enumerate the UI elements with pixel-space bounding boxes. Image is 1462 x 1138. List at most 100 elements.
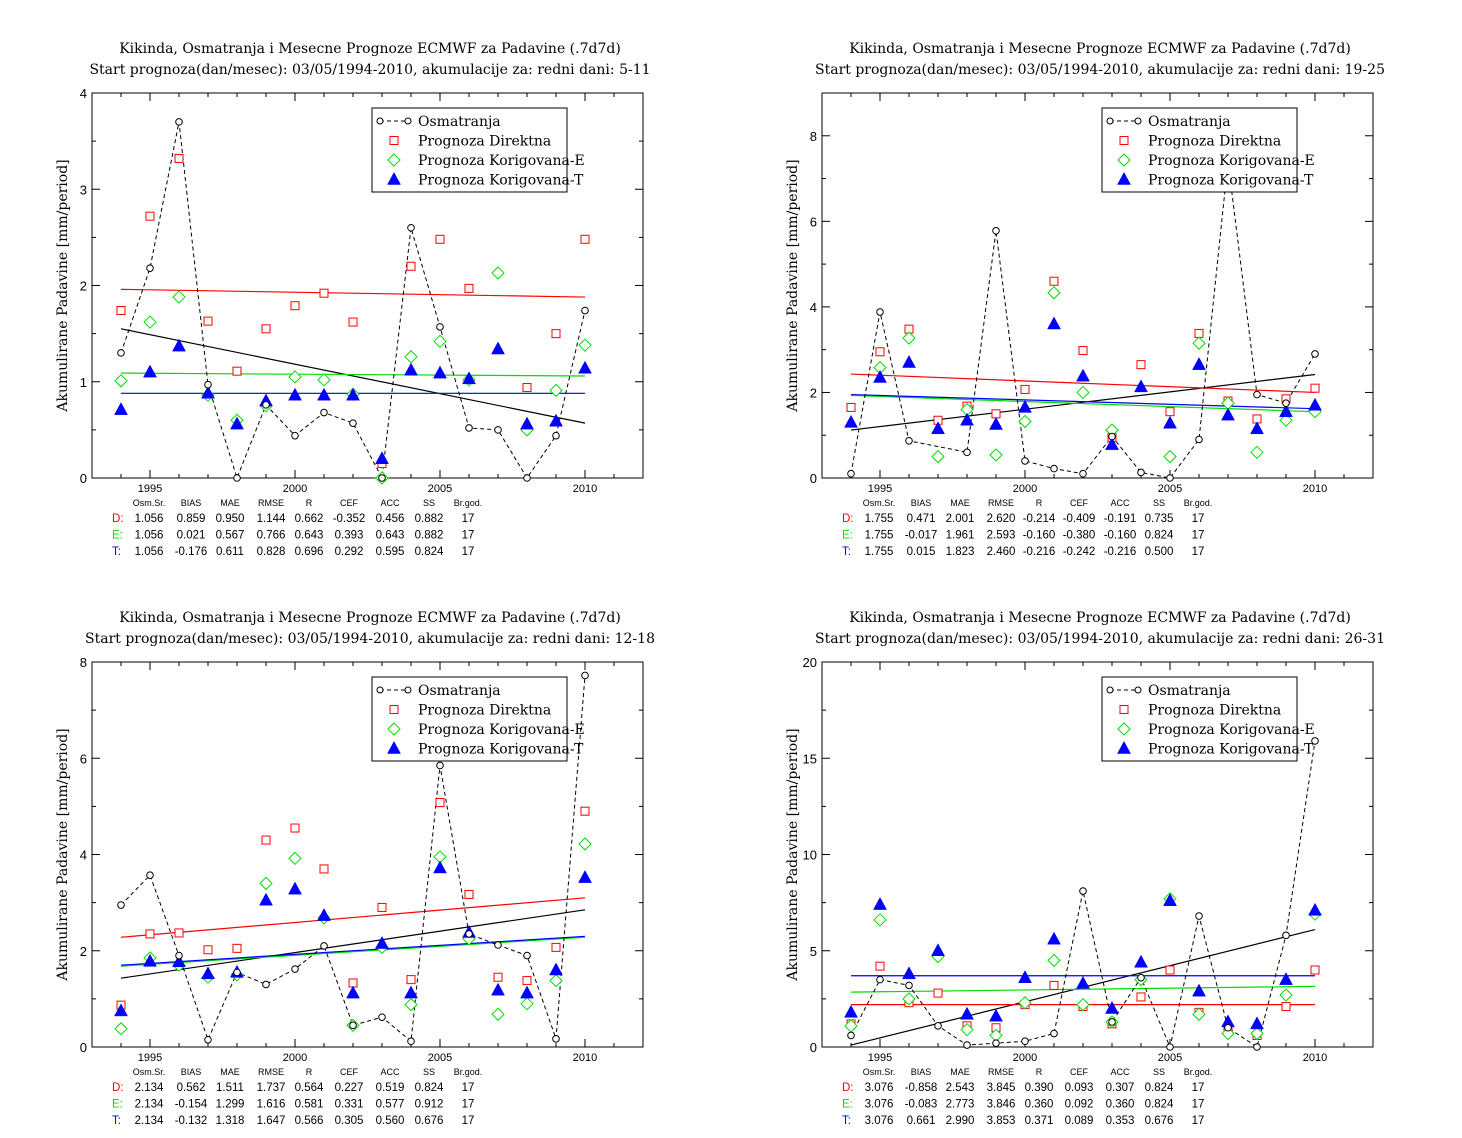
data-point-direktna [290,301,300,311]
trend-line-direct [850,373,1316,394]
data-point-korigovana-e [1117,153,1131,167]
data-point-korigovana-t [114,1003,128,1017]
stats-cell: 0.089 [1065,1115,1094,1127]
chart-subtitle: Start prognoza(dan/mesec): 03/05/1994-20… [89,62,650,78]
stats-cell: 2.134 [135,1082,164,1094]
stats-header-cell: R [1036,1067,1043,1077]
data-point-korigovana-t [873,897,887,910]
x-tick-label: 2005 [1158,1052,1182,1064]
data-point-korigovana-t [1047,931,1061,945]
data-point-osmatranja [117,349,125,357]
data-point-korigovana-t [375,451,389,464]
legend-label: Prognoza Korigovana-T [418,173,584,189]
stats-header-cell: RMSE [258,1067,284,1077]
stats-cell: 0.390 [1025,1082,1054,1094]
data-point-direktna [1078,346,1088,356]
legend-label: Prognoza Korigovana-T [1148,173,1314,189]
stats-cell: -0.017 [905,530,938,542]
trend-line-obs [120,328,586,424]
stats-cell: 17 [1192,530,1205,542]
data-point-korigovana-t [375,936,389,949]
stats-header-cell: MAE [950,498,970,508]
data-point-korigovana-e [387,153,401,167]
data-point-korigovana-e [873,913,887,927]
stats-cell: 1.823 [946,546,975,558]
chart-panel-1: Kikinda, Osmatranja i Mesecne Prognoze E… [55,41,651,558]
data-point-osmatranja [581,671,589,680]
data-point-korigovana-t [462,371,476,385]
y-tick-label: 2 [80,279,87,294]
stats-cell: 0.393 [335,530,364,542]
stats-header-cell: CEF [1070,1067,1089,1077]
stats-cell: 2.543 [946,1082,975,1094]
data-point-korigovana-e [1279,988,1293,1002]
legend-marker-osmatranja [376,117,384,125]
data-point-korigovana-t [1163,893,1177,906]
data-point-osmatranja [847,1031,855,1040]
legend-label: Osmatranja [1148,114,1231,130]
stats-cell: 0.882 [415,513,444,525]
data-point-korigovana-e [288,851,302,866]
data-point-osmatranja [963,1041,971,1049]
data-point-korigovana-t [1105,437,1119,450]
stats-header-cell: CEF [340,1067,359,1077]
stats-cell: 0.611 [216,546,244,558]
x-tick-label: 2010 [573,483,597,495]
data-point-korigovana-e [1279,413,1293,427]
stats-cell: 0.331 [335,1099,364,1111]
stats-cell: 17 [462,1099,475,1111]
stats-cell: -0.352 [333,513,366,525]
stats-cell: -0.216 [1104,546,1137,558]
data-point-direktna [933,988,943,998]
data-point-osmatranja [963,448,971,457]
data-point-direktna [522,383,532,393]
data-point-korigovana-t [172,338,186,352]
data-point-direktna [522,976,532,986]
trend-line-corr_t [120,935,586,966]
data-point-osmatranja [1021,1037,1029,1046]
data-point-korigovana-t [1018,399,1032,413]
series-line-osmatranja [850,740,1316,1049]
data-point-korigovana-t [317,908,331,921]
stats-cell: 2.001 [946,513,975,525]
data-point-korigovana-t [989,1008,1003,1022]
data-point-direktna [406,975,416,985]
stats-cell: -0.191 [1104,513,1137,525]
data-point-korigovana-t [1117,171,1131,185]
stats-cell: 0.661 [907,1115,936,1127]
data-point-direktna [551,329,561,339]
data-point-direktna [1194,328,1204,338]
stats-cell: 2.134 [135,1115,164,1127]
stats-cell: 2.134 [135,1099,164,1111]
stats-header-cell: Br.god. [454,1067,483,1077]
data-point-direktna [435,234,445,244]
stats-cell: 3.846 [987,1099,1016,1111]
legend-label: Prognoza Korigovana-T [1148,742,1314,758]
data-point-direktna [389,705,399,714]
trend-line-obs [850,373,1316,431]
data-point-korigovana-t [230,416,244,430]
stats-header-cell: BIAS [911,498,932,508]
data-point-korigovana-t [1192,983,1206,997]
stats-cell: 3.853 [987,1115,1016,1127]
data-point-osmatranja [407,223,415,232]
data-point-direktna [846,402,856,412]
stats-cell: -0.409 [1063,513,1096,525]
data-point-korigovana-t [1117,740,1131,754]
data-point-osmatranja [1195,912,1203,920]
data-point-osmatranja [1282,931,1290,940]
data-point-direktna [145,929,155,939]
data-point-direktna [580,806,590,816]
data-point-korigovana-t [346,985,360,999]
legend-label: Osmatranja [418,114,501,130]
data-point-osmatranja [905,436,913,445]
data-point-korigovana-t [491,982,505,996]
data-point-osmatranja [1108,1018,1116,1026]
stats-row-label: D: [842,513,854,525]
data-point-korigovana-e [433,334,447,349]
stats-header-cell: SS [423,1067,435,1077]
y-tick-label: 6 [80,751,87,766]
y-tick-label: 0 [810,471,817,486]
y-tick-label: 15 [803,751,817,766]
x-tick-label: 2005 [428,1052,452,1064]
